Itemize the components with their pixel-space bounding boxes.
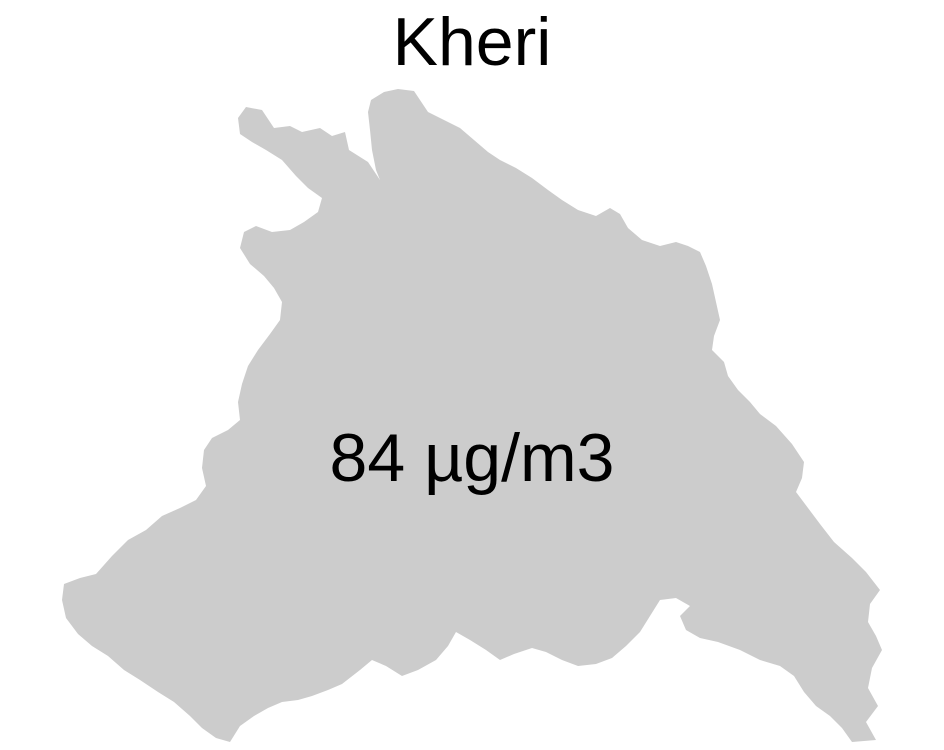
map-title: Kheri <box>392 4 552 80</box>
region-value-label: 84 µg/m3 <box>329 420 615 496</box>
district-boundary-kheri <box>62 89 882 742</box>
